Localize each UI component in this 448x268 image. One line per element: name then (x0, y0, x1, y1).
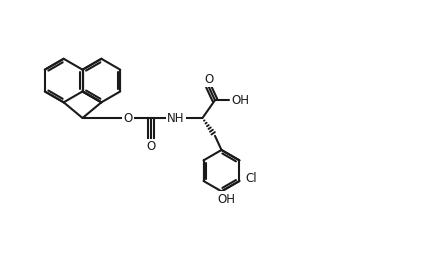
Text: Cl: Cl (246, 172, 257, 185)
Text: O: O (124, 111, 133, 125)
Text: O: O (204, 73, 213, 86)
Text: NH: NH (167, 111, 185, 125)
Text: OH: OH (217, 193, 236, 206)
Text: OH: OH (231, 94, 249, 107)
Text: O: O (146, 140, 155, 153)
